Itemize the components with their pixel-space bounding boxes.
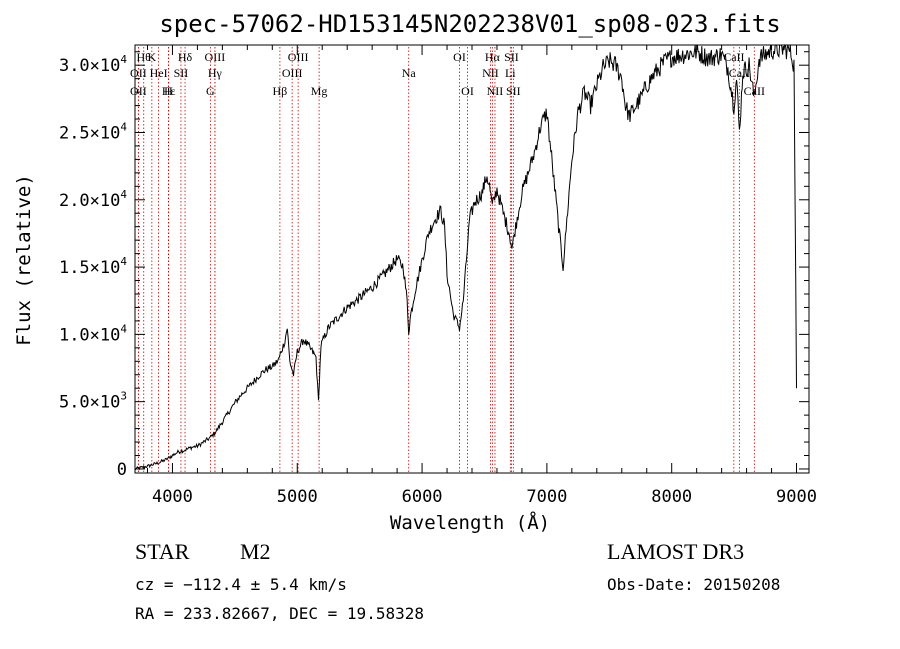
emission-line-label: CaII <box>729 66 750 80</box>
x-axis-ticks: 4000 5000 6000 7000 8000 9000 <box>146 45 817 507</box>
emission-line-label: K <box>148 50 157 64</box>
emission-line-label: OI <box>453 50 466 64</box>
emission-line-label: SII <box>504 50 519 64</box>
x-tick-label: 7000 <box>526 487 567 507</box>
x-tick-label: 6000 <box>402 487 443 507</box>
emission-line-label: OIII <box>205 50 226 64</box>
y-axis-ticks: 0 5.0×103 1.0×104 1.5×104 2.0×104 2.5×104 3.0×… <box>59 51 809 480</box>
emission-line-label: SII <box>174 66 189 80</box>
emission-line-label: Hδ <box>178 50 193 64</box>
y-tick-label: 0 <box>117 460 127 480</box>
emission-line-label: HeI <box>150 66 168 80</box>
plot-frame <box>134 44 810 474</box>
chart-title: spec-57062-HD153145N202238V01_sp08-023.f… <box>159 10 780 38</box>
coordinates: RA = 233.82667, DEC = 19.58328 <box>135 604 424 623</box>
emission-line-label: Hα <box>485 50 501 64</box>
x-axis-label: Wavelength (Å) <box>390 511 550 534</box>
emission-line-label: Hθ <box>137 50 152 64</box>
y-axis-label: Flux (relative) <box>13 174 35 346</box>
object-class: STAR <box>135 539 190 564</box>
obs-date: Obs-Date: 20150208 <box>607 575 780 594</box>
y-tick-label: 2.5×104 <box>59 120 127 143</box>
emission-line-label: OII <box>130 66 147 80</box>
survey-name: LAMOST DR3 <box>607 539 744 564</box>
emission-line-label: H <box>164 84 173 98</box>
y-tick-label: 3.0×104 <box>59 53 127 76</box>
x-tick-label: 9000 <box>776 487 817 507</box>
emission-line-label: Mg <box>311 84 328 98</box>
emission-line-label: NII <box>482 66 499 80</box>
emission-line-label: OIII <box>282 66 303 80</box>
emission-line-label: Li <box>505 66 516 80</box>
emission-line-label: OI <box>461 84 474 98</box>
spectrum-line <box>134 44 797 471</box>
redshift-text: cz = −112.4 ± 5.4 km/s <box>135 575 347 594</box>
emission-line-label: NII <box>487 84 504 98</box>
y-tick-label: 1.0×104 <box>59 322 127 345</box>
emission-line-label: CaII <box>723 50 744 64</box>
x-tick-label: 4000 <box>152 487 193 507</box>
y-tick-label: 2.0×104 <box>59 188 127 211</box>
x-tick-label: 8000 <box>651 487 692 507</box>
emission-line-label: SII <box>506 84 521 98</box>
emission-line-label: Hγ <box>208 66 223 80</box>
emission-line-label: G <box>206 84 215 98</box>
emission-line-label: Na <box>402 66 417 80</box>
x-tick-label: 5000 <box>277 487 318 507</box>
emission-line-label: OII <box>130 84 147 98</box>
object-subclass: M2 <box>240 539 271 564</box>
y-tick-label: 5.0×103 <box>59 390 127 413</box>
emission-line-label: Hε <box>162 84 176 98</box>
emission-line-label: OIII <box>288 50 309 64</box>
y-tick-label: 1.5×104 <box>59 255 127 278</box>
emission-line-label: Hβ <box>273 84 288 98</box>
